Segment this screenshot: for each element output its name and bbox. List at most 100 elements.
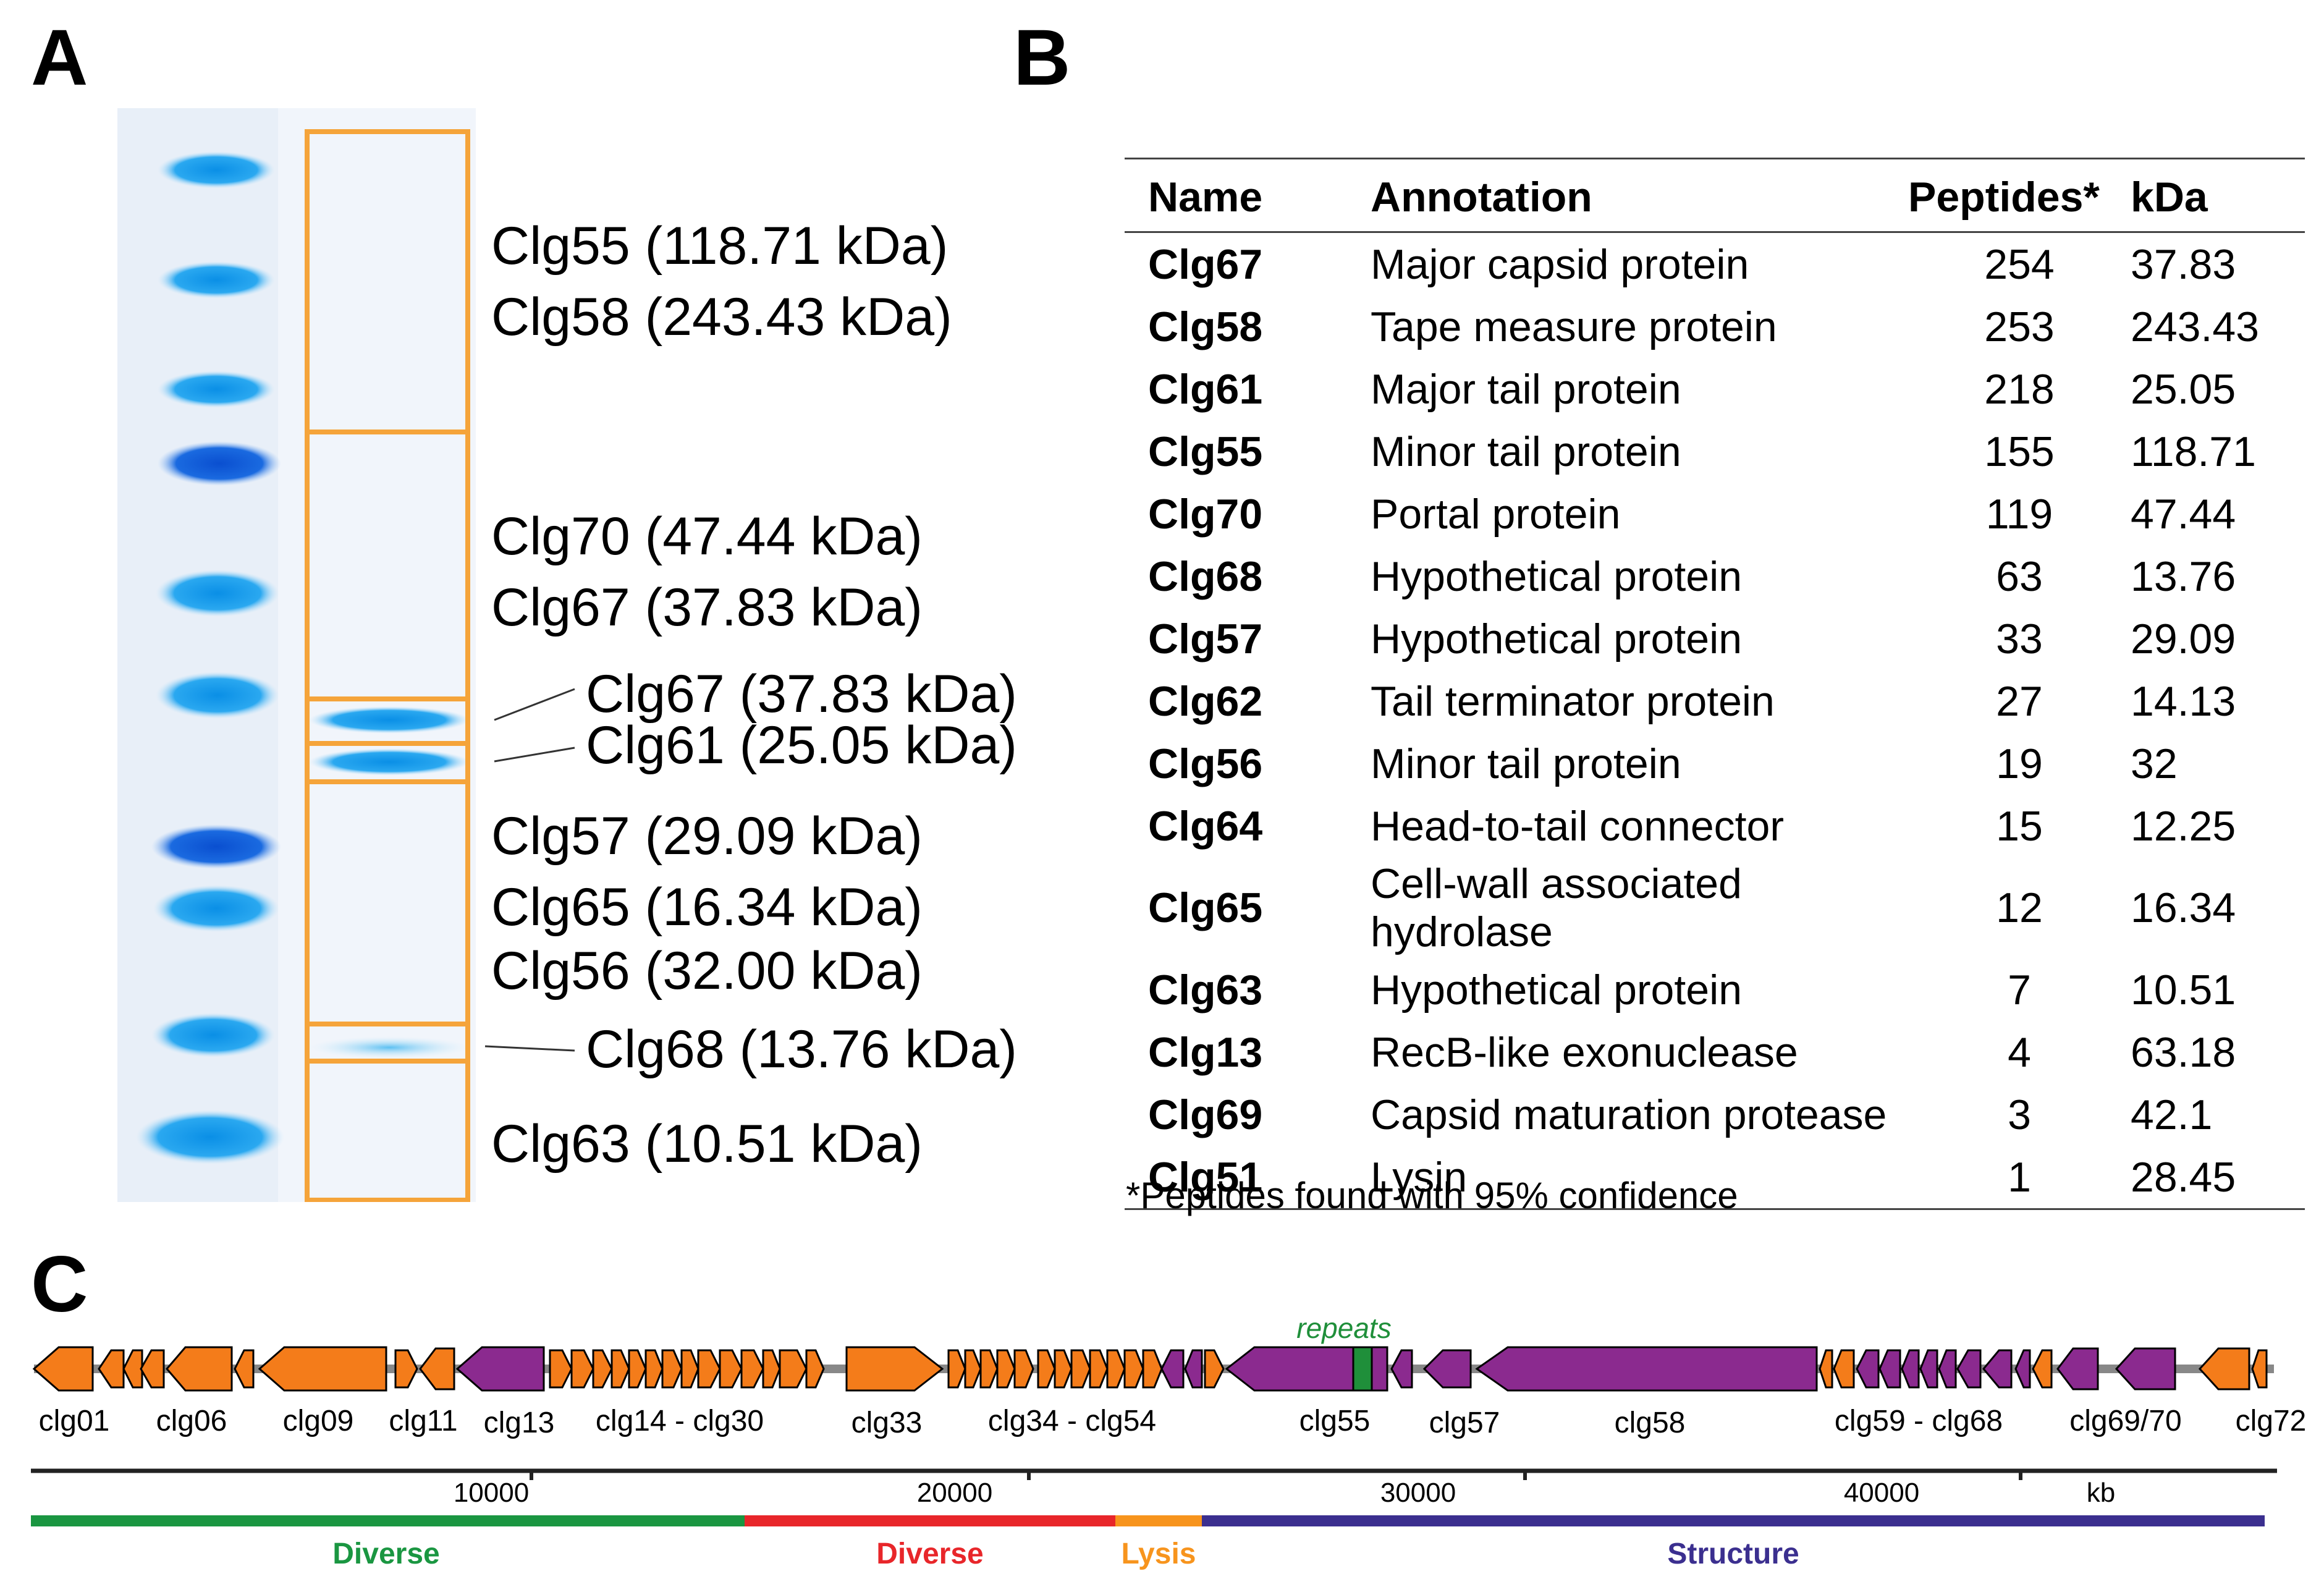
cell-name: Clg13	[1148, 1028, 1263, 1076]
region-label-lysis: Lysis	[1122, 1538, 1196, 1570]
table-row: Clg57 Hypothetical protein 33 29.09	[1125, 607, 2305, 670]
cell-peptides: 19	[1996, 740, 2043, 787]
cell-annotation: Head-to-tail connector	[1371, 802, 1785, 850]
table-row: Clg51 Lysin 1 28.45	[1125, 1146, 2305, 1210]
header-name: Name	[1125, 158, 1371, 233]
cell-peptides: 1	[1908, 1146, 2131, 1210]
cell-kda: 16.34	[2131, 884, 2236, 931]
gel-label-clg65: Clg65 (16.34 kDa)	[491, 878, 923, 937]
cell-kda: 32	[2131, 740, 2178, 787]
gene-clg57	[1422, 1349, 1472, 1389]
cell-name: Clg65	[1148, 884, 1263, 931]
region-label-diverse-1: Diverse	[332, 1538, 439, 1570]
cell-kda: 243.43	[2131, 303, 2259, 350]
gene-label: clg57	[1429, 1407, 1500, 1439]
table-footnote: *Peptides found with 95% confidence	[1126, 1175, 1738, 1216]
table-row: Clg62 Tail terminator protein 27 14.13	[1125, 670, 2305, 732]
gene-label: clg09	[283, 1405, 354, 1437]
table-row: Clg63 Hypothetical protein 7 10.51	[1125, 959, 2305, 1021]
region-bar-diverse-2	[745, 1515, 1115, 1526]
gel-label-clg55: Clg55 (118.71 kDa)	[491, 216, 949, 276]
cell-name: Clg70	[1148, 490, 1263, 538]
cell-peptides: 218	[1984, 365, 2055, 413]
gel-label-clg67-band: Clg67 (37.83 kDa)	[586, 664, 1017, 724]
gene-label: clg59 - clg68	[1835, 1405, 2003, 1437]
gene-label: clg34 - clg54	[988, 1405, 1156, 1437]
genes-clg59-clg68	[1819, 1349, 2053, 1389]
cell-annotation: RecB-like exonuclease	[1371, 1028, 1798, 1076]
cell-peptides: 7	[2008, 966, 2031, 1014]
region-bar-lysis	[1115, 1515, 1202, 1526]
cell-kda: 47.44	[2131, 490, 2236, 538]
genes-clg34-clg54	[947, 1349, 1163, 1389]
genes-clg14-clg30	[549, 1349, 825, 1389]
tick-label: 10000	[454, 1478, 529, 1508]
repeats-region	[1352, 1346, 1373, 1392]
table-row: Clg61 Major tail protein 218 25.05	[1125, 358, 2305, 420]
cell-name: Clg61	[1148, 365, 1263, 413]
gene-clg13	[455, 1346, 545, 1392]
cell-peptides: 254	[1984, 240, 2055, 288]
cell-kda: 12.25	[2131, 802, 2236, 850]
region-label-diverse-2: Diverse	[876, 1538, 983, 1570]
gene-label: clg69/70	[2069, 1405, 2181, 1437]
gene-clg55	[1225, 1346, 1388, 1392]
cell-peptides: 253	[1984, 303, 2055, 350]
cell-annotation: Major capsid protein	[1371, 240, 1749, 288]
cell-peptides: 4	[2008, 1028, 2031, 1076]
gel-label-clg67: Clg67 (37.83 kDa)	[491, 578, 923, 637]
cell-name: Clg57	[1148, 615, 1263, 662]
cell-name: Clg51	[1125, 1146, 1371, 1210]
gel-label-clg68-band: Clg68 (13.76 kDa)	[586, 1020, 1017, 1079]
gene-clg58	[1475, 1346, 1818, 1392]
table-row: Clg13 RecB-like exonuclease 4 63.18	[1125, 1021, 2305, 1083]
table-row: Clg69 Capsid maturation protease 3 42.1	[1125, 1083, 2305, 1146]
cell-annotation: Minor tail protein	[1371, 428, 1681, 475]
cell-kda: 63.18	[2131, 1028, 2236, 1076]
gene-label: clg13	[484, 1407, 555, 1439]
genes-purple-small-left	[1160, 1349, 1203, 1389]
cell-peptides: 3	[2008, 1091, 2031, 1138]
gel-label-clg57: Clg57 (29.09 kDa)	[491, 806, 923, 866]
table-row: Clg68 Hypothetical protein 63 13.76	[1125, 545, 2305, 607]
gene-label: clg58	[1615, 1407, 1686, 1439]
cell-annotation: Cell-wall associated hydrolase	[1371, 860, 1742, 955]
cell-kda: 13.76	[2131, 552, 2236, 600]
genes-diverse-left	[32, 1346, 455, 1392]
genes-clg72	[2198, 1347, 2268, 1390]
cell-name: Clg69	[1148, 1091, 1263, 1138]
panel-label-c: C	[31, 1240, 88, 1329]
cell-name: Clg58	[1148, 303, 1263, 350]
cell-kda: 42.1	[2131, 1091, 2213, 1138]
gel-label-clg61-band: Clg61 (25.05 kDa)	[586, 716, 1017, 775]
table-row: Clg64 Head-to-tail connector 15 12.25	[1125, 795, 2305, 857]
cell-kda: 10.51	[2131, 966, 2236, 1014]
cell-kda: 37.83	[2131, 240, 2236, 288]
table-row: Clg55 Minor tail protein 155 118.71	[1125, 420, 2305, 483]
cell-kda: 29.09	[2131, 615, 2236, 662]
table-body: Clg67 Major capsid protein 254 37.83 Clg58 Ta…	[1125, 232, 2305, 1210]
gene-label: clg06	[156, 1405, 227, 1437]
tick-label: 20000	[917, 1478, 992, 1508]
table-header-row: Name Annotation Peptides* kDa	[1125, 158, 2305, 233]
cell-name: Clg62	[1148, 677, 1263, 725]
cell-name: Clg67	[1148, 240, 1263, 288]
cell-name: Clg55	[1148, 428, 1263, 475]
cell-kda: 118.71	[2131, 428, 2256, 475]
cell-peptides: 155	[1984, 428, 2055, 475]
tick-label: 40000	[1844, 1478, 1919, 1508]
cell-annotation: Hypothetical protein	[1371, 966, 1743, 1014]
cell-annotation: Tail terminator protein	[1371, 677, 1775, 725]
gel-label-clg58: Clg58 (243.43 kDa)	[491, 287, 952, 347]
table-row: Clg65 Cell-wall associated hydrolase 12 16.…	[1125, 857, 2305, 959]
repeats-label: repeats	[1296, 1312, 1391, 1344]
tick-label: 30000	[1380, 1478, 1456, 1508]
cell-peptides: 119	[1985, 490, 2053, 538]
table-row: Clg58 Tape measure protein 253 243.43	[1125, 295, 2305, 358]
gene-label: clg33	[851, 1407, 923, 1439]
cell-name: Clg63	[1148, 966, 1263, 1014]
cell-annotation: Capsid maturation protease	[1371, 1091, 1887, 1138]
gene-label: clg11	[389, 1405, 457, 1437]
cell-annotation: Portal protein	[1371, 490, 1621, 538]
